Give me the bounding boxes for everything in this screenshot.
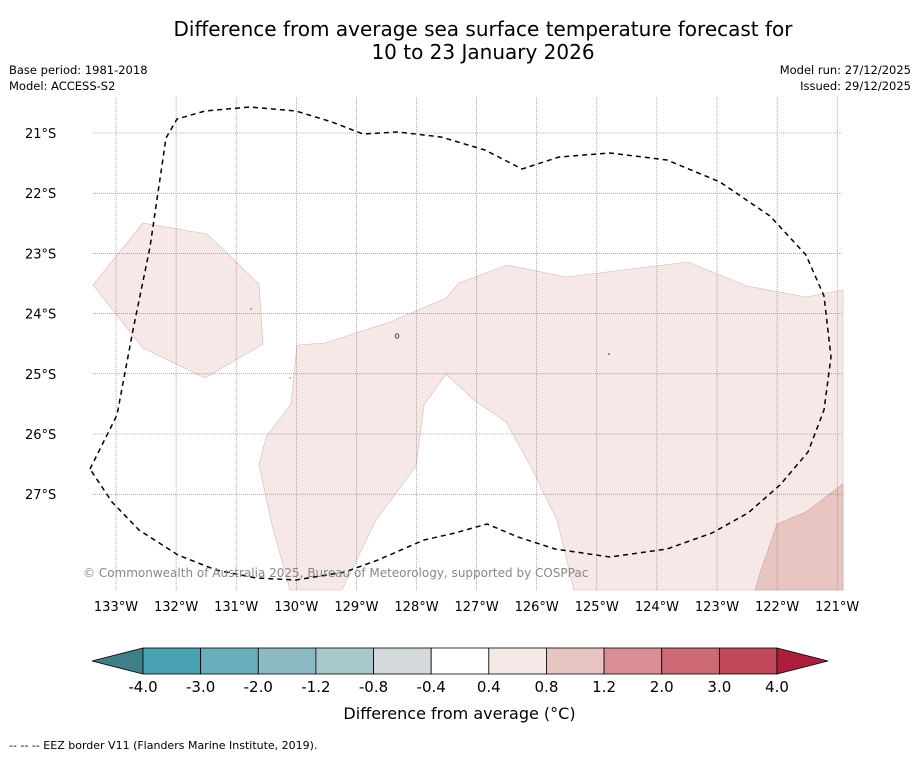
colorbar-extend-low bbox=[91, 647, 144, 675]
longitude-label: 121°W bbox=[815, 600, 859, 615]
colorbar-tick-label: 3.0 bbox=[707, 678, 731, 696]
colorbar-tick-label: 4.0 bbox=[765, 678, 789, 696]
longitude-label: 133°W bbox=[94, 600, 138, 615]
longitude-label: 130°W bbox=[274, 600, 318, 615]
colorbar-label: Difference from average (°C) bbox=[343, 704, 576, 723]
model-name: Model: ACCESS-S2 bbox=[9, 79, 116, 93]
latitude-label: 23°S bbox=[25, 247, 56, 262]
model-run: Model run: 27/12/2025 bbox=[779, 63, 911, 77]
meta-left: Base period: 1981-2018 Model: ACCESS-S2 bbox=[9, 62, 148, 94]
latitude-label: 25°S bbox=[25, 368, 56, 383]
longitude-label: 122°W bbox=[755, 600, 799, 615]
latitude-label: 21°S bbox=[25, 127, 56, 142]
longitude-labels: 133°W 132°W 131°W 130°W 129°W 128°W 127°W 126°W… bbox=[94, 600, 860, 615]
issued-date: Issued: 29/12/2025 bbox=[800, 79, 911, 93]
colorbar-segment bbox=[315, 647, 374, 675]
colorbar-extend-high bbox=[776, 647, 829, 675]
longitude-label: 128°W bbox=[394, 600, 438, 615]
colorbar-segment bbox=[603, 647, 663, 675]
latitude-label: 26°S bbox=[25, 428, 56, 443]
colorbar-segment bbox=[257, 647, 317, 675]
colorbar-segment bbox=[661, 647, 720, 675]
colorbar-segment bbox=[718, 647, 778, 675]
colorbar-segment bbox=[200, 647, 259, 675]
chart-title: Difference from average sea surface temp… bbox=[0, 18, 919, 64]
longitude-label: 127°W bbox=[455, 600, 499, 615]
colorbar-segment bbox=[430, 647, 490, 675]
longitude-label: 123°W bbox=[695, 600, 739, 615]
island-marker bbox=[250, 308, 252, 310]
island-marker bbox=[289, 377, 291, 379]
colorbar-segment bbox=[373, 647, 432, 675]
colorbar-tick-label: -0.4 bbox=[417, 678, 446, 696]
longitude-label: 131°W bbox=[214, 600, 258, 615]
latitude-label: 24°S bbox=[25, 308, 56, 323]
footnote: -- -- -- EEZ border V11 (Flanders Marine… bbox=[9, 739, 318, 752]
longitude-label: 132°W bbox=[154, 600, 198, 615]
anomaly-region-main bbox=[258, 261, 844, 591]
latitude-labels: 21°S 22°S 23°S 24°S 25°S 26°S 27°S bbox=[25, 127, 56, 503]
island-marker bbox=[608, 353, 610, 355]
colorbar-tick-label: 2.0 bbox=[650, 678, 674, 696]
meta-right: Model run: 27/12/2025 Issued: 29/12/2025 bbox=[780, 62, 911, 94]
colorbar-tick-label: 0.8 bbox=[535, 678, 559, 696]
longitude-label: 124°W bbox=[635, 600, 679, 615]
colorbar-tick-label: -2.0 bbox=[244, 678, 273, 696]
colorbar-segment bbox=[142, 647, 202, 675]
colorbar-tick-label: 1.2 bbox=[592, 678, 616, 696]
colorbar-tick-label: -1.2 bbox=[301, 678, 330, 696]
colorbar-tick-label: -0.8 bbox=[359, 678, 388, 696]
longitude-label: 129°W bbox=[334, 600, 378, 615]
map-area bbox=[89, 97, 844, 591]
colorbar-tick-label: -4.0 bbox=[128, 678, 157, 696]
colorbar-tick-label: -3.0 bbox=[186, 678, 215, 696]
latitude-label: 27°S bbox=[25, 488, 56, 503]
title-line-2: 10 to 23 January 2026 bbox=[371, 40, 595, 64]
colorbar-segment bbox=[546, 647, 605, 675]
colorbar-tick-labels: -4.0 -3.0 -2.0 -1.2 -0.8 -0.4 0.4 0.8 1.2 2.0 3.0 4… bbox=[128, 678, 789, 696]
longitude-label: 125°W bbox=[575, 600, 619, 615]
eez-border bbox=[89, 106, 832, 581]
anomaly-region-west bbox=[92, 222, 264, 379]
colorbar-segment bbox=[488, 647, 547, 675]
title-line-1: Difference from average sea surface temp… bbox=[173, 17, 793, 41]
latitude-label: 22°S bbox=[25, 187, 56, 202]
base-period: Base period: 1981-2018 bbox=[9, 63, 148, 77]
island-marker bbox=[394, 333, 400, 339]
colorbar bbox=[91, 647, 829, 675]
graticule bbox=[93, 97, 843, 590]
colorbar-tick-label: 0.4 bbox=[477, 678, 501, 696]
copyright-notice: © Commonwealth of Australia 2025, Bureau… bbox=[83, 566, 588, 580]
longitude-label: 126°W bbox=[515, 600, 559, 615]
